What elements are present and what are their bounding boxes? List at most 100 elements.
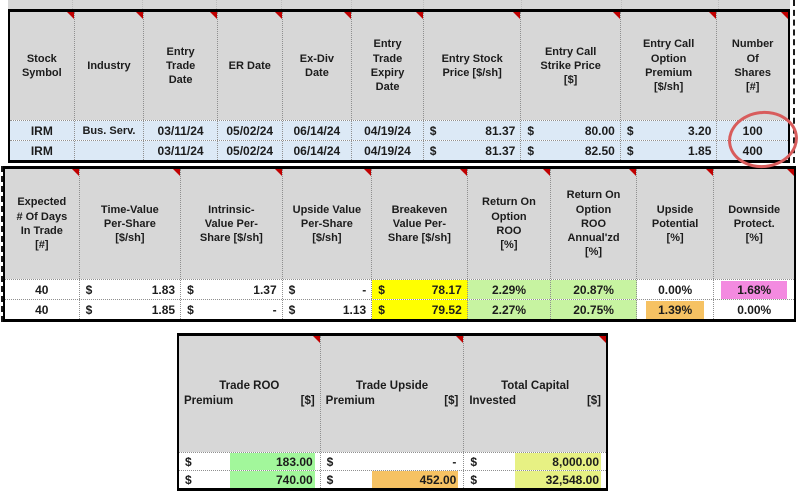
header-cell-expected-days-in-trade[interactable]: Expected # Of Days In Trade [#] bbox=[5, 169, 80, 279]
cell-er-date[interactable]: 05/02/24 bbox=[217, 121, 283, 140]
cell-ex-div-date[interactable]: 06/14/24 bbox=[282, 121, 353, 140]
header-cell-number-of-shares[interactable]: Number Of Shares [#] bbox=[717, 12, 789, 120]
header-cell-roo-annualized[interactable]: Return On Option ROO Annual'zd [%] bbox=[551, 169, 637, 279]
comment-indicator-icon bbox=[781, 12, 789, 19]
header-label: Entry Trade Date bbox=[165, 45, 196, 87]
trade-entry-table: Stock Symbol Industry Entry Trade Date E… bbox=[8, 9, 790, 163]
cell-time-value[interactable]: $1.85 bbox=[80, 300, 182, 319]
cell-entry-trade-date[interactable]: 03/11/24 bbox=[144, 121, 218, 140]
cell-expected-days[interactable]: 40 bbox=[5, 300, 80, 319]
highlighted-value: 740.00 bbox=[229, 471, 315, 488]
cell-value: 81.37 bbox=[485, 143, 516, 158]
header-cell-time-value-per-share[interactable]: Time-Value Per-Share [$/sh] bbox=[79, 169, 182, 279]
cell-strike-price[interactable]: $80.00 bbox=[521, 121, 621, 140]
header-cell-entry-trade-expiry-date[interactable]: Entry Trade Expiry Date bbox=[352, 12, 424, 120]
cell-entry-stock-price[interactable]: $81.37 bbox=[423, 121, 522, 140]
cell-roo-annualized-percent[interactable]: 20.75% bbox=[551, 300, 637, 319]
cell-value: - bbox=[272, 302, 277, 317]
highlighted-value: 1.68% bbox=[721, 280, 788, 299]
highlighted-value: 1.39% bbox=[646, 300, 705, 319]
trade-metrics-header-row: Expected # Of Days In Trade [#] Time-Val… bbox=[5, 169, 794, 279]
cell-stock-symbol[interactable]: IRM bbox=[10, 121, 75, 140]
comment-indicator-icon bbox=[66, 12, 74, 19]
header-cell-stock-symbol[interactable]: Stock Symbol bbox=[10, 12, 75, 120]
cell-upside-potential-percent[interactable]: 1.39% bbox=[637, 300, 715, 319]
header-label: Entry Stock Price [$/sh] bbox=[441, 52, 503, 79]
cell-value: 81.37 bbox=[485, 123, 516, 138]
comment-indicator-icon bbox=[274, 169, 282, 176]
comment-indicator-icon bbox=[543, 169, 551, 176]
cell-ex-div-date[interactable]: 06/14/24 bbox=[282, 141, 353, 160]
cell-time-value[interactable]: $1.83 bbox=[80, 280, 182, 299]
cell-roo-annualized-percent[interactable]: 20.87% bbox=[551, 280, 637, 299]
page-break-line bbox=[1, 166, 3, 322]
header-cell-trade-roo-premium[interactable]: Trade ROO Premium [$] bbox=[179, 336, 321, 452]
cell-industry[interactable] bbox=[74, 141, 145, 160]
cell-value: - bbox=[452, 454, 457, 469]
cell-expected-days[interactable]: 40 bbox=[5, 280, 80, 299]
cell-total-capital-invested[interactable]: $32,548.00 bbox=[464, 471, 606, 488]
header-cell-intrinsic-value-per-share[interactable]: Intrinsic- Value Per- Share [$/sh] bbox=[181, 169, 283, 279]
cell-entry-trade-date[interactable]: 03/11/24 bbox=[144, 141, 218, 160]
header-cell-entry-call-strike-price[interactable]: Entry Call Strike Price [$] bbox=[521, 12, 621, 120]
cell-number-of-shares[interactable]: 100 bbox=[717, 121, 788, 140]
comment-indicator-icon bbox=[274, 12, 282, 19]
currency-symbol: $ bbox=[288, 302, 296, 317]
cell-intrinsic-value[interactable]: $ - bbox=[181, 300, 283, 319]
header-cell-industry[interactable]: Industry bbox=[74, 12, 145, 120]
cell-number-of-shares[interactable]: 400 bbox=[717, 141, 788, 160]
cell-upside-value[interactable]: $1.13 bbox=[283, 300, 373, 319]
cell-er-date[interactable]: 05/02/24 bbox=[217, 141, 283, 160]
cell-trade-upside-premium[interactable]: $ - bbox=[321, 453, 465, 470]
cell-intrinsic-value[interactable]: $1.37 bbox=[181, 280, 283, 299]
comment-indicator-icon bbox=[173, 169, 181, 176]
header-cell-upside-value-per-share[interactable]: Upside Value Per-Share [$/sh] bbox=[282, 169, 373, 279]
cell-roo-percent[interactable]: 2.29% bbox=[467, 280, 552, 299]
header-label-line2: Invested [$] bbox=[469, 395, 601, 407]
header-label: Return On Option ROO [%] bbox=[482, 196, 536, 252]
cell-stock-symbol[interactable]: IRM bbox=[10, 141, 75, 160]
cell-expiry-date[interactable]: 04/19/24 bbox=[352, 141, 424, 160]
cell-total-capital-invested[interactable]: $8,000.00 bbox=[464, 453, 606, 470]
cell-value: 82.50 bbox=[584, 143, 615, 158]
header-cell-entry-trade-date[interactable]: Entry Trade Date bbox=[144, 12, 218, 120]
header-cell-er-date[interactable]: ER Date bbox=[217, 12, 283, 120]
cell-value: 1.13 bbox=[342, 302, 367, 317]
header-cell-downside-protection[interactable]: Downside Protect. [%] bbox=[714, 169, 794, 279]
trade-entry-header-row: Stock Symbol Industry Entry Trade Date E… bbox=[10, 12, 789, 120]
cell-trade-upside-premium[interactable]: $452.00 bbox=[321, 471, 465, 488]
cell-upside-potential-percent[interactable]: 0.00% bbox=[637, 280, 715, 299]
cell-option-premium[interactable]: $3.20 bbox=[620, 121, 718, 140]
cell-downside-protection-percent[interactable]: 1.68% bbox=[714, 280, 794, 299]
header-cell-entry-call-option-premium[interactable]: Entry Call Option Premium [$/sh] bbox=[620, 12, 718, 120]
header-cell-breakeven-value-per-share[interactable]: Breakeven Value Per- Share [$/sh] bbox=[372, 169, 468, 279]
cell-breakeven-value[interactable]: $78.17 bbox=[372, 280, 468, 299]
header-cell-entry-stock-price[interactable]: Entry Stock Price [$/sh] bbox=[423, 12, 522, 120]
cell-strike-price[interactable]: $82.50 bbox=[521, 141, 621, 160]
cell-value: 79.52 bbox=[431, 302, 462, 317]
header-label: Time-Value Per-Share [$/sh] bbox=[100, 203, 159, 245]
cell-option-premium[interactable]: $1.85 bbox=[620, 141, 718, 160]
header-cell-return-on-option-roo[interactable]: Return On Option ROO [%] bbox=[467, 169, 552, 279]
cell-trade-roo-premium[interactable]: $740.00 bbox=[179, 471, 321, 488]
header-cell-total-capital-invested[interactable]: Total Capital Invested [$] bbox=[464, 336, 606, 452]
trade-metrics-row-1: 40 $1.83 $1.37 $ - $78.17 2.29% 20.87% 0.… bbox=[5, 279, 794, 299]
header-cell-trade-upside-premium[interactable]: Trade Upside Premium [$] bbox=[320, 336, 465, 452]
cell-entry-stock-price[interactable]: $81.37 bbox=[423, 141, 522, 160]
cell-upside-value[interactable]: $ - bbox=[283, 280, 373, 299]
cell-roo-percent[interactable]: 2.27% bbox=[467, 300, 552, 319]
comment-indicator-icon bbox=[71, 169, 79, 176]
header-label-line2: Premium [$] bbox=[184, 395, 315, 407]
cell-expiry-date[interactable]: 04/19/24 bbox=[352, 121, 424, 140]
cell-industry[interactable]: Bus. Serv. bbox=[74, 121, 145, 140]
header-cell-ex-div-date[interactable]: Ex-Div Date bbox=[282, 12, 353, 120]
cell-breakeven-value[interactable]: $79.52 bbox=[372, 300, 468, 319]
header-cell-upside-potential[interactable]: Upside Potential [%] bbox=[636, 169, 715, 279]
cell-downside-protection-percent[interactable]: 0.00% bbox=[737, 302, 772, 317]
highlighted-value: 32,548.00 bbox=[515, 471, 601, 488]
header-label: Intrinsic- Value Per- Share [$/sh] bbox=[199, 203, 263, 245]
cell-value: - bbox=[362, 282, 367, 297]
currency-symbol: $ bbox=[185, 472, 192, 487]
trade-totals-row-2: $740.00 $452.00 $32,548.00 bbox=[179, 470, 606, 488]
cell-trade-roo-premium[interactable]: $183.00 bbox=[179, 453, 321, 470]
